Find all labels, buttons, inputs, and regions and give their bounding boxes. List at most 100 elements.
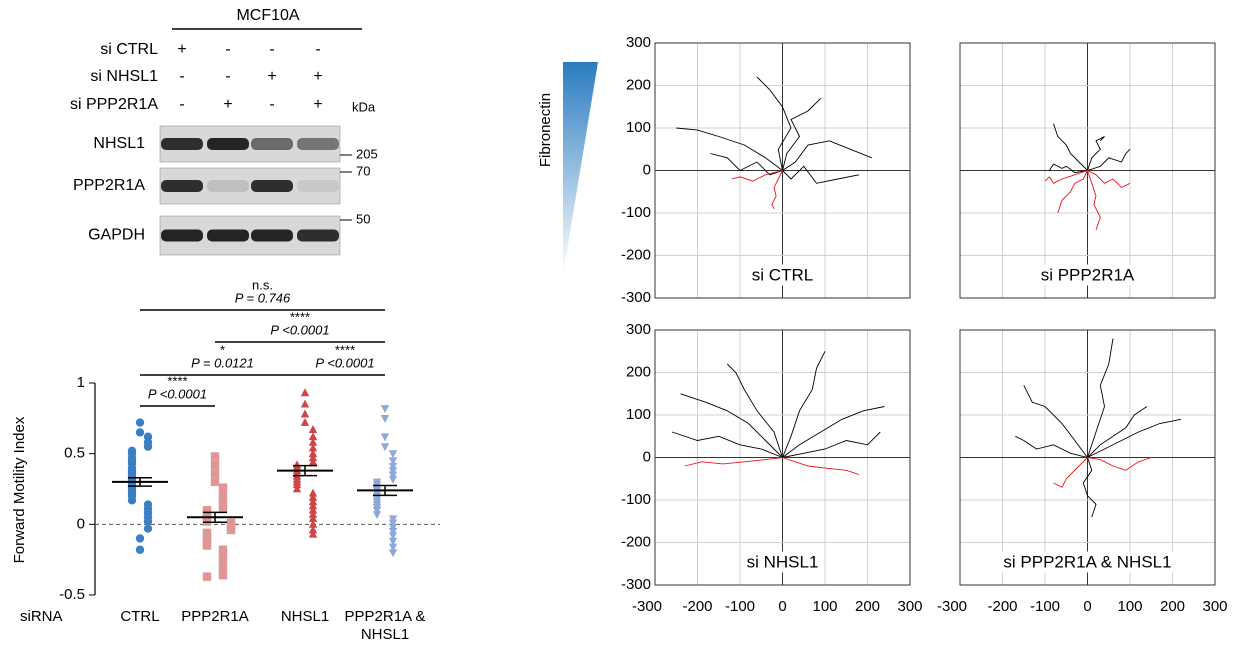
y-tick-label: -100 [621,204,651,221]
dot [388,519,398,528]
panel-title-bg [743,551,822,573]
dot [308,525,318,534]
comparison-p: P = 0.746 [235,290,291,305]
track [1087,170,1131,189]
dot [372,506,382,515]
y-tick-label: 0 [643,161,651,178]
protein-label: NHSL1 [93,135,145,152]
panel-frame [959,329,1216,586]
blot-band [251,229,293,242]
dot [308,514,318,523]
blot-band [297,138,339,150]
track [1048,163,1088,174]
lane-sign: + [313,96,322,113]
dot [218,489,228,498]
dot [292,484,302,493]
dot [300,388,310,397]
panel-frame [654,42,911,299]
dot [218,503,228,512]
comparison-stars: n.s. [252,277,273,292]
x-tick-label: PPP2R1A & NHSL1 [344,608,426,643]
panel-frame [959,42,1216,299]
lane-sign: + [223,96,232,113]
y-tick-label: 0 [643,448,651,465]
dot [218,494,228,504]
track [1087,338,1114,458]
track-panel: si PPP2R1A [959,42,1216,299]
y-tick-label: -100 [621,491,651,508]
treatment-label: si NHSL1 [90,68,158,85]
lane-sign: - [315,41,320,58]
panel-title-bg [1000,551,1175,573]
x-tick-label: -200 [682,598,712,615]
dot [218,498,228,508]
blot-band [251,180,293,192]
treatment-label: si CTRL [100,41,158,58]
track-panel: si NHSL1 -300 -200 -100 0 100 200 300 -300 -200 -1… [621,321,923,615]
x-tick-label: -100 [725,598,755,615]
dot [135,418,145,427]
dot [308,492,318,501]
dot [308,509,318,518]
dot [143,524,153,533]
dot [388,467,398,476]
track [1087,170,1101,231]
dot [135,534,145,543]
protein-label: PPP2R1A [73,177,145,194]
comparison-p: P <0.0001 [270,322,329,337]
blot-band [207,229,249,242]
dot [308,432,318,441]
y-tick-label: -0.5 [59,586,85,603]
dot [388,537,398,546]
track [782,457,860,475]
x-axis-title: siRNA [20,608,63,625]
track [1087,418,1182,458]
x-tick-label: 100 [812,598,837,615]
dot [202,537,212,546]
dot [210,460,220,470]
y-tick-label: -300 [621,576,651,593]
dot [202,572,212,581]
panel-title: si NHSL1 [747,552,819,571]
dot [226,525,236,535]
lane-sign: - [179,96,184,113]
error-bar [293,464,317,477]
dot [308,425,318,433]
track [1053,457,1088,488]
marker-label: 205 [356,146,378,161]
comparison-stars: **** [335,342,355,357]
dot [388,463,398,472]
track [1087,406,1148,458]
track [684,457,783,467]
dot [308,437,318,446]
lane-sign: + [313,68,322,85]
dot [300,399,310,408]
y-tick-label: 300 [626,34,651,51]
y-tick-label: 0.5 [64,445,85,462]
dot [388,515,398,524]
y-tick-label: 200 [626,363,651,380]
x-tick-label: 0 [1083,598,1091,615]
x-tick-label: 200 [1160,598,1185,615]
y-tick-label: 200 [626,76,651,93]
panel-title: si PPP2R1A & NHSL1 [1003,552,1171,571]
x-tick-label: 100 [1117,598,1142,615]
error-bar [203,511,227,523]
dot [218,566,228,576]
blot-band [251,138,293,150]
dot [127,496,137,505]
track-panel: si PPP2R1A & NHSL1 -300 -200 -100 0 100 200 300 [937,329,1228,615]
y-tick-label: 0 [77,515,85,532]
x-tick-label: 0 [778,598,786,615]
y-axis-title: Forward Motility Index [11,416,28,563]
dot [388,475,398,484]
track [1057,170,1088,214]
dot [388,549,398,558]
lane-sign: - [225,68,230,85]
blot-title: MCF10A [236,7,299,24]
x-tick-label: CTRL [120,608,160,625]
track [1015,435,1088,458]
dot [210,469,220,478]
dot [308,488,318,497]
